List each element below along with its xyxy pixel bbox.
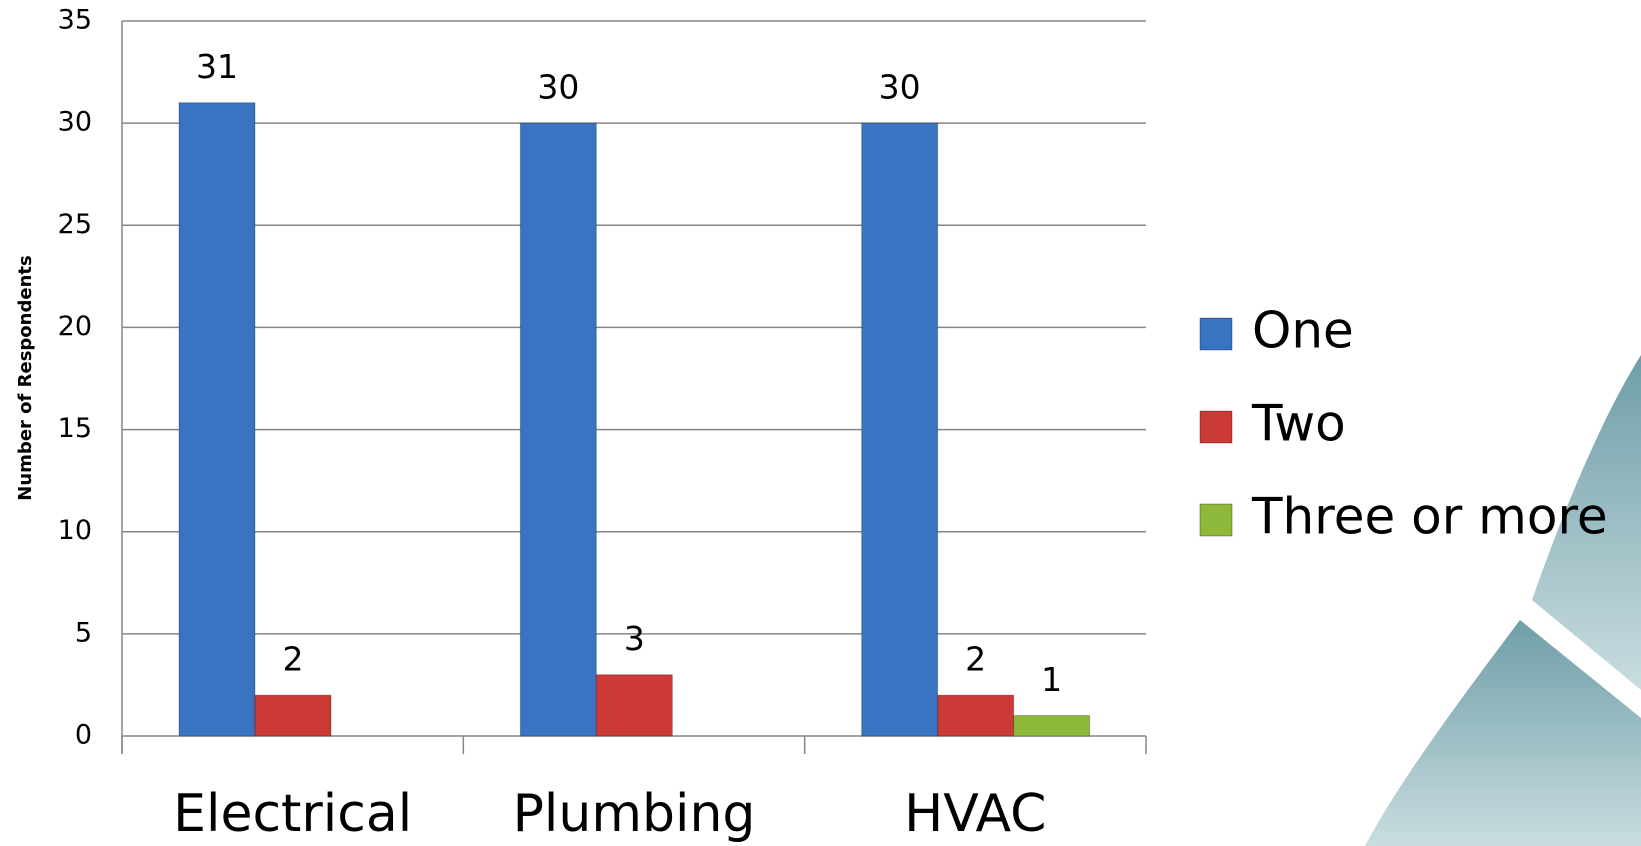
bar xyxy=(861,122,939,737)
y-tick-label: 20 xyxy=(58,311,92,342)
legend-label: One xyxy=(1252,302,1354,360)
bar xyxy=(595,674,673,737)
x-tick-label: HVAC xyxy=(904,784,1046,844)
bar xyxy=(519,122,597,737)
data-label: 30 xyxy=(879,68,921,107)
legend-swatch xyxy=(1199,317,1233,351)
decoration xyxy=(1365,620,1641,846)
bar xyxy=(937,694,1015,737)
bar xyxy=(178,102,256,737)
y-tick-label: 5 xyxy=(75,617,92,648)
data-label: 2 xyxy=(283,640,304,679)
y-tick-label: 0 xyxy=(75,720,92,751)
x-tick-label: Electrical xyxy=(173,784,412,844)
legend-label: Two xyxy=(1251,395,1346,453)
data-label: 3 xyxy=(624,619,645,658)
legend-label: Three or more xyxy=(1251,488,1608,546)
data-label: 2 xyxy=(965,640,986,679)
x-tick-label: Plumbing xyxy=(513,784,756,844)
y-tick-label: 35 xyxy=(58,5,92,36)
y-tick-label: 30 xyxy=(58,107,92,138)
data-label: 30 xyxy=(537,68,579,107)
y-axis-title: Number of Respondents xyxy=(15,255,36,500)
y-tick-label: 25 xyxy=(58,209,92,240)
y-tick-label: 10 xyxy=(58,515,92,546)
legend-swatch xyxy=(1199,410,1233,444)
decoration xyxy=(1532,355,1641,690)
data-label: 31 xyxy=(196,47,238,86)
bar xyxy=(1013,715,1091,737)
y-tick-label: 15 xyxy=(58,413,92,444)
bar xyxy=(254,694,332,737)
legend-swatch xyxy=(1199,503,1233,537)
data-label: 1 xyxy=(1041,660,1062,699)
